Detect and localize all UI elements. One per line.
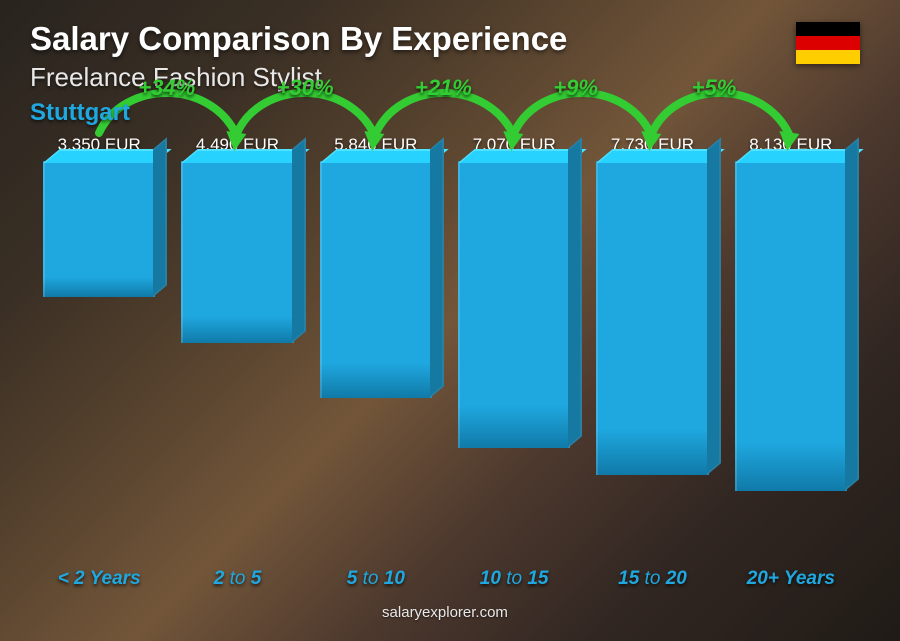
bar <box>181 161 293 343</box>
bars-row: 3,350 EUR4,490 EUR5,840 EUR7,070 EUR7,73… <box>30 135 860 556</box>
bar <box>596 161 708 475</box>
x-axis-label: 15 to 20 <box>587 560 717 604</box>
bar-side-face <box>568 137 582 448</box>
x-axis-label: 20+ Years <box>726 560 856 604</box>
bar-slot: 8,130 EUR <box>726 135 856 556</box>
bar <box>735 161 847 491</box>
increase-pct-label: +9% <box>553 75 598 101</box>
chart-title: Salary Comparison By Experience <box>30 20 860 58</box>
bar <box>458 161 570 448</box>
increase-pct-label: +5% <box>692 75 737 101</box>
x-axis-label: < 2 Years <box>34 560 164 604</box>
x-axis-row: < 2 Years2 to 55 to 1010 to 1515 to 2020… <box>30 560 860 604</box>
bar-side-face <box>153 137 167 297</box>
x-axis-label: 2 to 5 <box>172 560 302 604</box>
bar-side-face <box>430 137 444 398</box>
chart-container: Salary Comparison By Experience Freelanc… <box>0 0 900 641</box>
bar <box>320 161 432 398</box>
bar-side-face <box>845 137 859 491</box>
bar-slot: 4,490 EUR <box>172 135 302 556</box>
bar-slot: 7,070 EUR <box>449 135 579 556</box>
chart-location: Stuttgart <box>30 99 860 127</box>
bar-slot: 5,840 EUR <box>311 135 441 556</box>
increase-pct-label: +21% <box>415 75 472 101</box>
header: Salary Comparison By Experience Freelanc… <box>30 20 860 127</box>
bar-slot: 7,730 EUR <box>587 135 717 556</box>
increase-pct-label: +30% <box>277 75 334 101</box>
bar-side-face <box>707 137 721 475</box>
increase-pct-label: +34% <box>138 75 195 101</box>
bar-side-face <box>292 137 306 343</box>
x-axis-label: 5 to 10 <box>311 560 441 604</box>
x-axis-label: 10 to 15 <box>449 560 579 604</box>
bar-slot: 3,350 EUR <box>34 135 164 556</box>
footer-attribution: salaryexplorer.com <box>30 604 860 623</box>
chart-area: 3,350 EUR4,490 EUR5,840 EUR7,070 EUR7,73… <box>30 135 860 604</box>
bar <box>43 161 155 297</box>
